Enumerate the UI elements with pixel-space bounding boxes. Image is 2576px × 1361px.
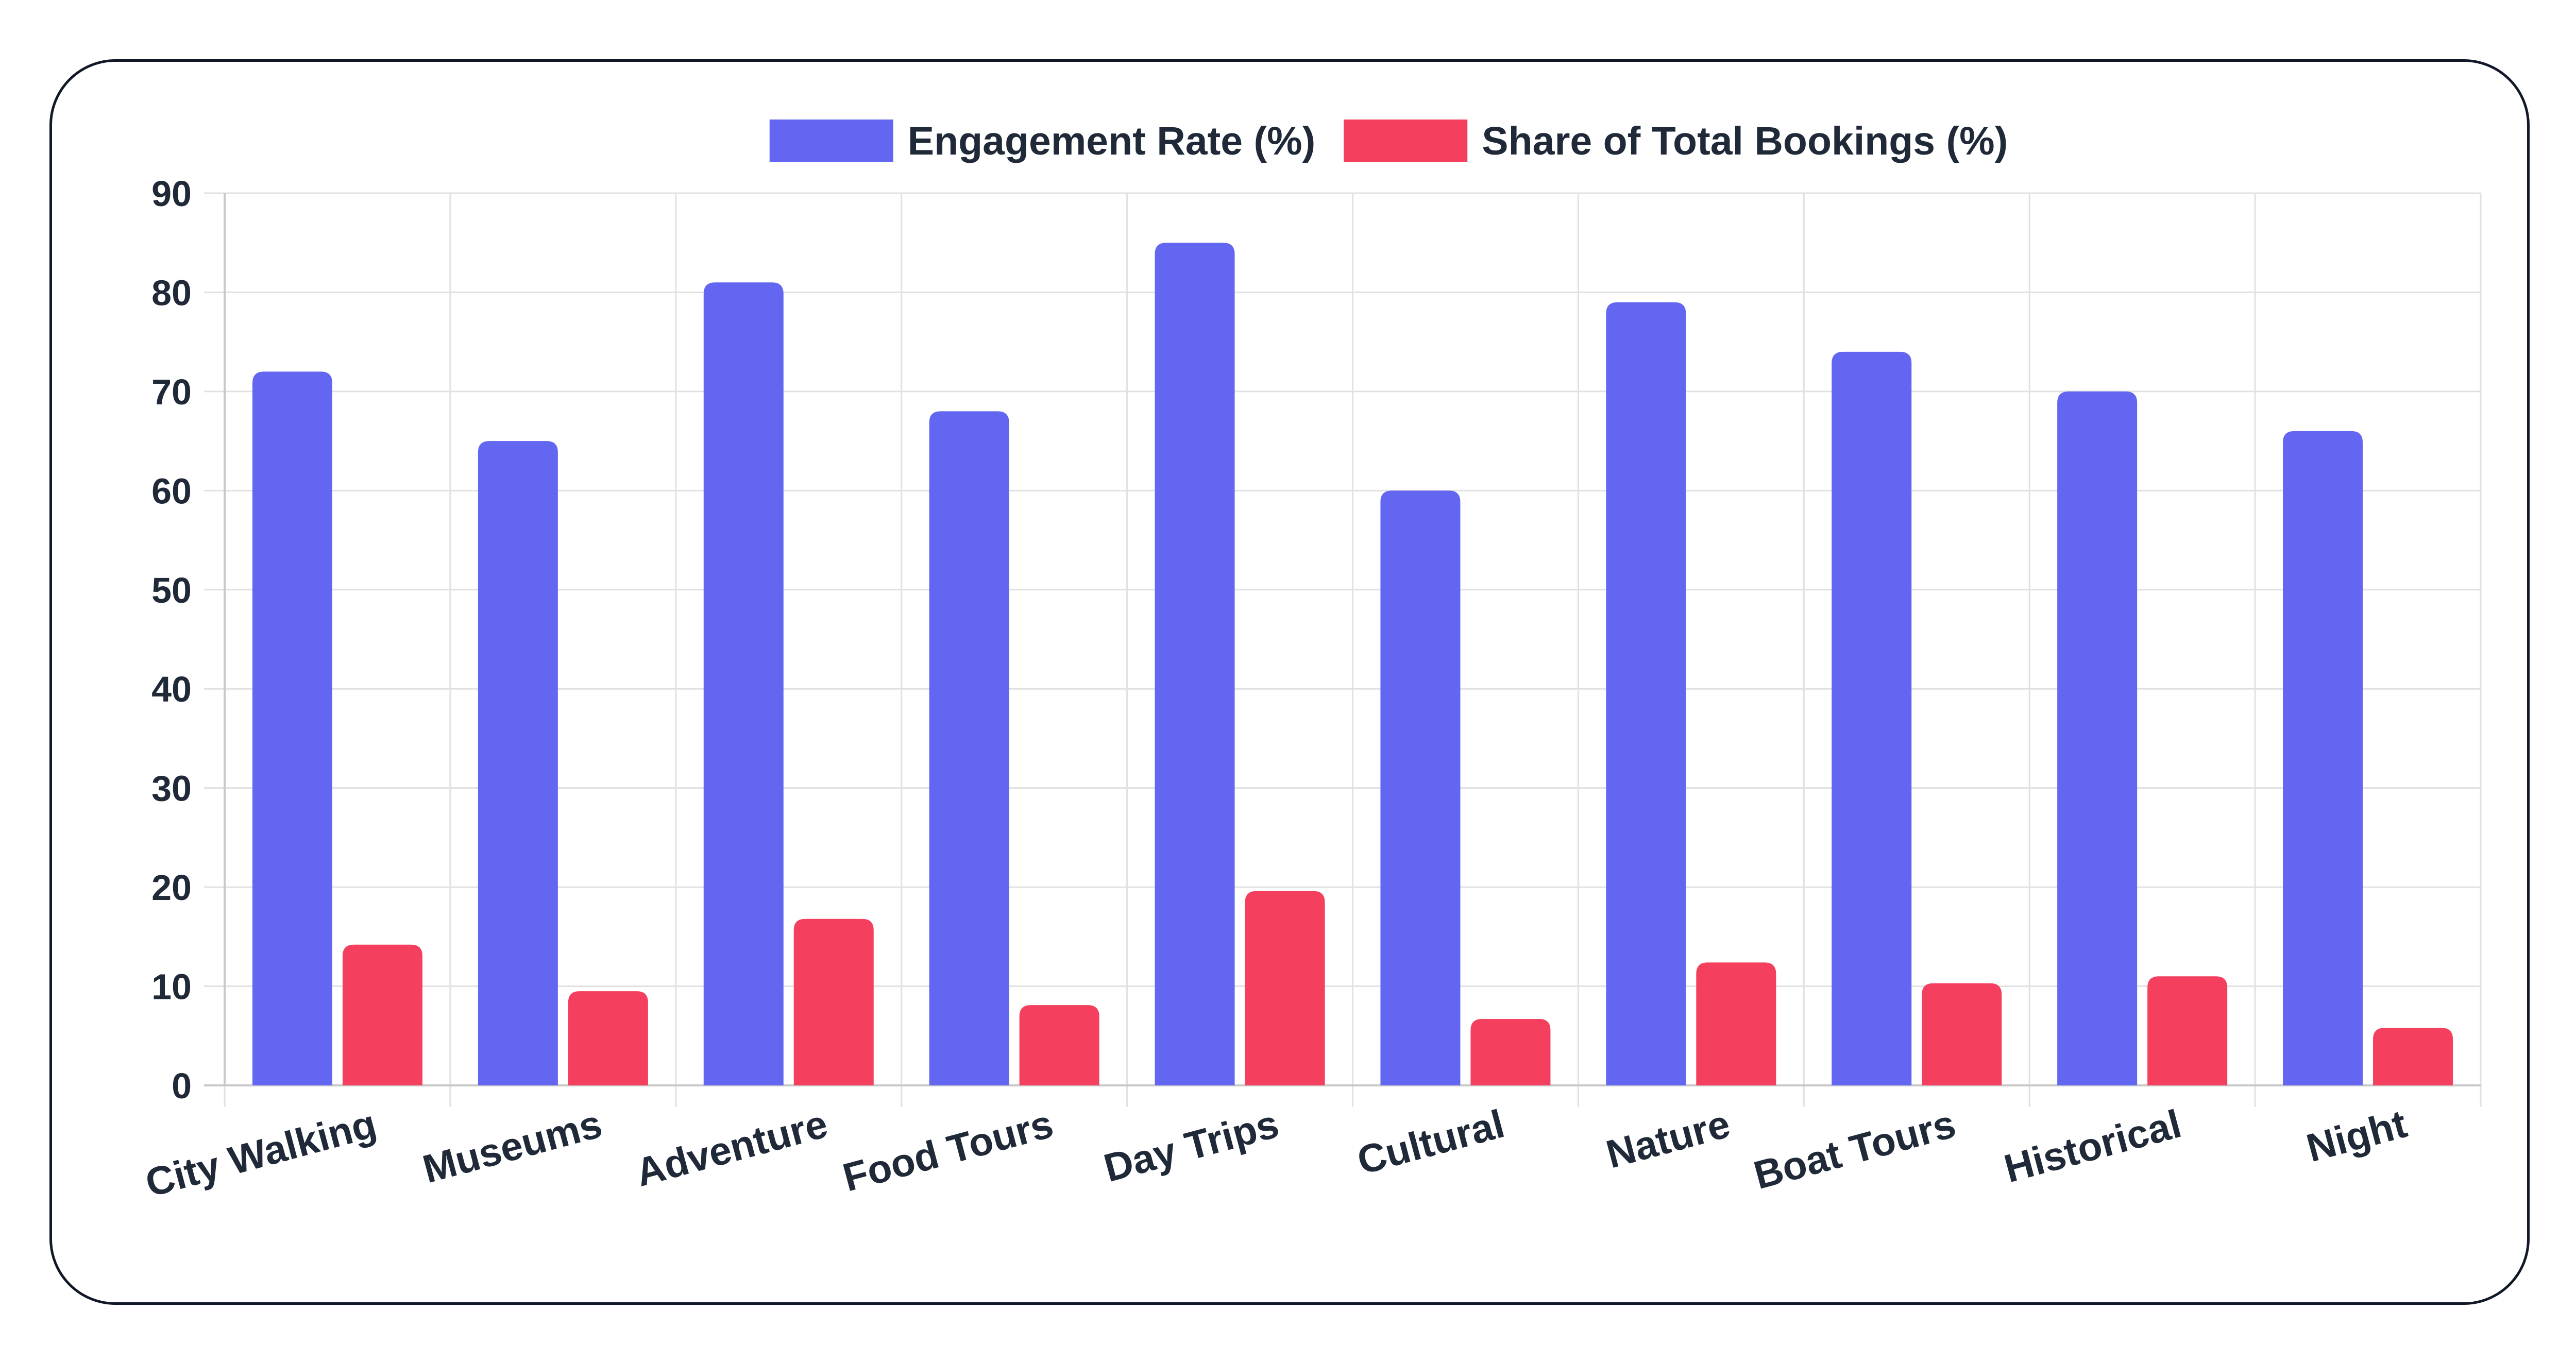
bar-night-engagement[interactable] <box>2283 431 2363 1085</box>
bar-boat-tours-engagement[interactable] <box>1832 351 1912 1085</box>
x-tick-label: Food Tours <box>838 1101 1058 1200</box>
x-tick-label: Museums <box>418 1101 606 1192</box>
legend-label: Engagement Rate (%) <box>908 119 1316 163</box>
y-tick-label: 0 <box>172 1066 192 1106</box>
bar-nature-engagement[interactable] <box>1606 302 1686 1085</box>
x-tick-label: Day Trips <box>1099 1101 1283 1190</box>
legend-swatch <box>1344 120 1468 162</box>
bar-boat-tours-bookings[interactable] <box>1922 983 2002 1085</box>
bar-day-trips-bookings[interactable] <box>1245 891 1325 1085</box>
bar-cultural-engagement[interactable] <box>1380 490 1461 1086</box>
bar-day-trips-engagement[interactable] <box>1155 243 1235 1086</box>
bar-food-tours-bookings[interactable] <box>1019 1005 1099 1085</box>
bar-museums-engagement[interactable] <box>478 441 558 1085</box>
bar-historical-engagement[interactable] <box>2057 391 2138 1085</box>
y-tick-label: 90 <box>151 174 192 214</box>
y-tick-label: 80 <box>151 273 192 313</box>
legend-label: Share of Total Bookings (%) <box>1482 119 2008 163</box>
bar-city-walking-engagement[interactable] <box>252 371 332 1085</box>
x-tick-label: Historical <box>1999 1101 2185 1191</box>
y-tick-label: 50 <box>151 570 192 610</box>
x-tick-label: Boat Tours <box>1749 1101 1960 1198</box>
x-tick-label: Night <box>2302 1101 2411 1170</box>
bar-museums-bookings[interactable] <box>568 991 648 1085</box>
y-tick-label: 30 <box>151 769 192 809</box>
bar-nature-bookings[interactable] <box>1696 962 1776 1085</box>
y-tick-label: 70 <box>151 372 192 412</box>
y-tick-label: 20 <box>151 867 192 908</box>
legend-item-engagement[interactable]: Engagement Rate (%) <box>769 119 1316 163</box>
bar-food-tours-engagement[interactable] <box>929 411 1009 1085</box>
bar-night-bookings[interactable] <box>2373 1028 2453 1085</box>
legend[interactable]: Engagement Rate (%) Share of Total Bookin… <box>769 119 2008 163</box>
y-tick-label: 60 <box>151 471 192 511</box>
legend-item-bookings[interactable]: Share of Total Bookings (%) <box>1344 119 2008 163</box>
x-tick-label: Nature <box>1602 1101 1735 1177</box>
y-axis-labels: 0 10 20 30 40 50 60 70 80 90 <box>151 174 192 1106</box>
x-tick-label: City Walking <box>141 1101 381 1205</box>
x-tick-label: Cultural <box>1353 1101 1509 1183</box>
bars <box>252 243 2453 1086</box>
bar-historical-bookings[interactable] <box>2147 976 2228 1085</box>
bar-city-walking-bookings[interactable] <box>342 944 422 1085</box>
bar-adventure-bookings[interactable] <box>793 918 874 1085</box>
bar-adventure-engagement[interactable] <box>703 282 784 1086</box>
legend-swatch <box>769 120 893 162</box>
x-axis-labels: City Walking Museums Adventure Food Tours Da… <box>141 1101 2412 1205</box>
x-tick-label: Adventure <box>631 1101 832 1195</box>
y-tick-label: 40 <box>151 669 192 709</box>
bar-cultural-bookings[interactable] <box>1470 1019 1551 1085</box>
y-tick-label: 10 <box>151 967 192 1007</box>
